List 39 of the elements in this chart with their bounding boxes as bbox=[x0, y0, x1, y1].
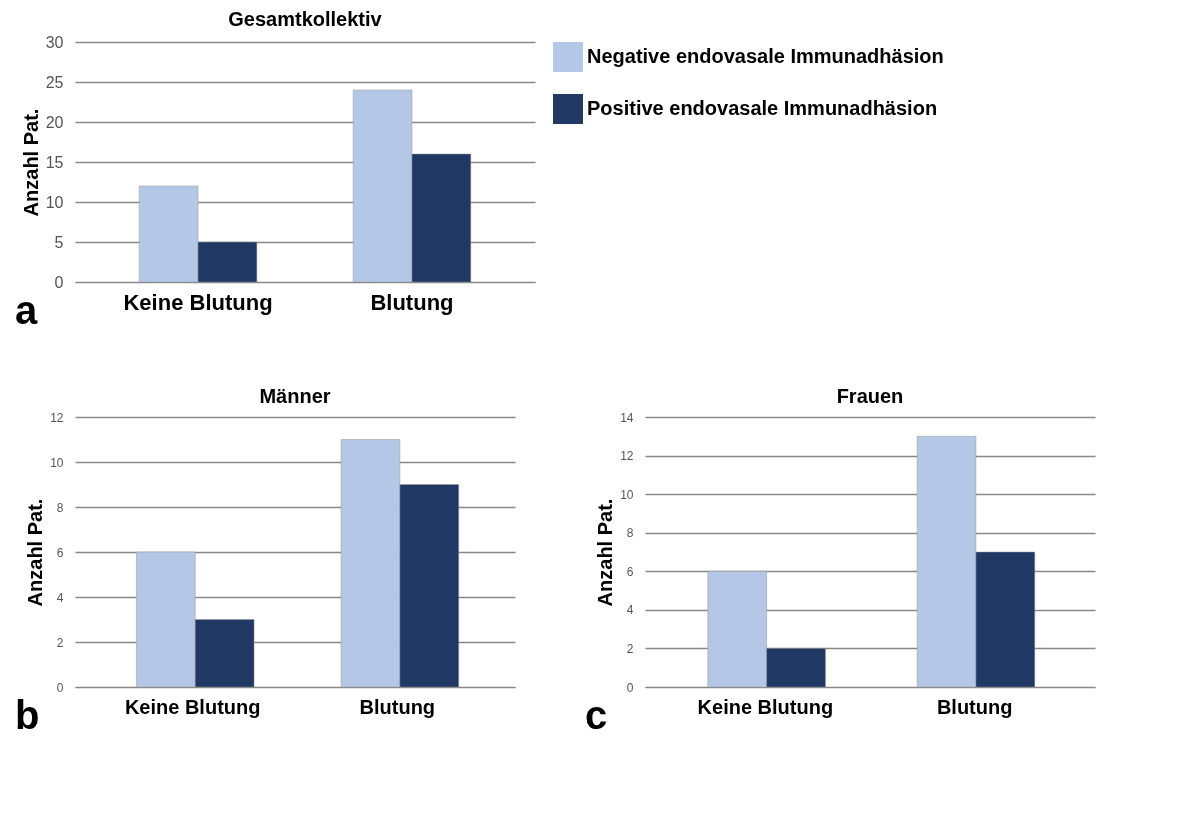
y-tick-label: 10 bbox=[50, 455, 64, 470]
y-tick-label: 12 bbox=[50, 410, 64, 425]
y-tick-label: 4 bbox=[56, 590, 64, 605]
y-tick-label: 0 bbox=[54, 273, 64, 291]
y-tick-label: 20 bbox=[45, 113, 64, 131]
y-tick-label: 0 bbox=[626, 680, 634, 695]
y-tick-label: 25 bbox=[45, 73, 64, 91]
y-tick-label: 10 bbox=[620, 487, 634, 502]
y-axis-title: Anzahl Pat. bbox=[24, 498, 47, 607]
text: a bbox=[15, 288, 38, 332]
y-tick-label: 4 bbox=[626, 603, 634, 618]
y-tick-label: 2 bbox=[56, 635, 64, 650]
x-tick-label: Blutung bbox=[370, 289, 454, 315]
x-tick-label: Blutung bbox=[936, 695, 1013, 718]
y-tick-label: 8 bbox=[56, 500, 64, 515]
text: c bbox=[585, 693, 608, 737]
y-tick-label: 8 bbox=[626, 526, 634, 541]
y-tick-label: 14 bbox=[620, 410, 634, 425]
y-tick-label: 15 bbox=[45, 153, 64, 171]
y-tick-label: 0 bbox=[56, 680, 64, 695]
y-tick-label: 30 bbox=[45, 33, 64, 51]
y-tick-label: 5 bbox=[54, 233, 64, 251]
y-tick-label: 2 bbox=[626, 641, 634, 656]
y-tick-label: 10 bbox=[45, 193, 64, 211]
chart-title: Gesamtkollektiv bbox=[228, 8, 383, 30]
chart-title: Männer bbox=[259, 385, 331, 407]
x-tick-label: Keine Blutung bbox=[124, 695, 261, 718]
y-axis-title: Anzahl Pat. bbox=[19, 108, 42, 217]
x-tick-label: Keine Blutung bbox=[697, 695, 834, 718]
y-tick-label: 12 bbox=[620, 449, 634, 464]
legend-label: Negative endovasale Immunadhäsion bbox=[587, 45, 944, 67]
x-tick-label: Blutung bbox=[359, 695, 436, 718]
y-axis-title: Anzahl Pat. bbox=[594, 498, 617, 607]
chart-title: Frauen bbox=[836, 385, 904, 407]
text: b bbox=[15, 693, 40, 737]
x-tick-label: Keine Blutung bbox=[123, 289, 273, 315]
y-tick-label: 6 bbox=[626, 564, 634, 579]
y-tick-label: 6 bbox=[56, 545, 64, 560]
legend-label: Positive endovasale Immunadhäsion bbox=[587, 97, 938, 119]
